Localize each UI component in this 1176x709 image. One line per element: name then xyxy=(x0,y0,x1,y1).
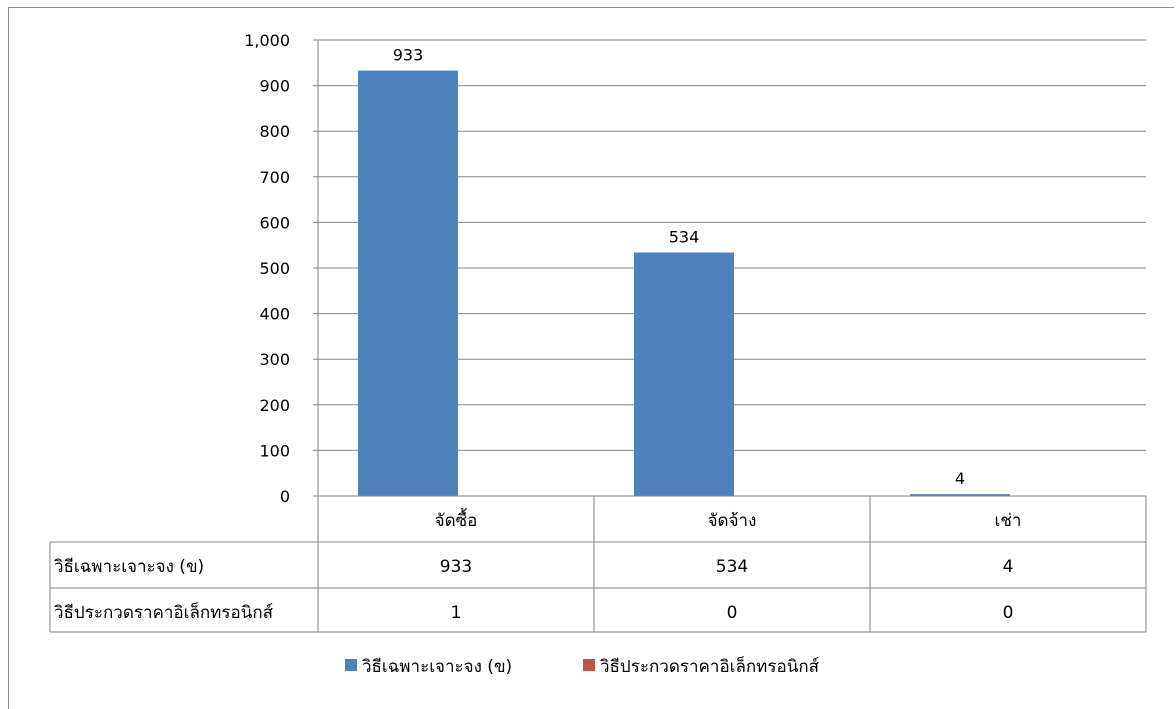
bar-specific-1 xyxy=(634,252,734,496)
legend-label: วิธีประกวดราคาอิเล็กทรอนิกส์ xyxy=(600,655,820,677)
x-category-label: จัดจ้าง xyxy=(708,511,757,531)
y-tick-label: 100 xyxy=(259,441,290,460)
y-tick-label: 800 xyxy=(259,122,290,141)
table-cell: 0 xyxy=(1003,603,1014,623)
y-tick-label: 300 xyxy=(259,350,290,369)
table-row-label: วิธีเฉพาะเจาะจง (ข) xyxy=(54,557,205,577)
y-tick-label: 600 xyxy=(259,213,290,232)
data-label: 4 xyxy=(955,469,965,488)
table-cell: 534 xyxy=(716,557,748,577)
data-label: 933 xyxy=(393,46,424,65)
table-cell: 933 xyxy=(440,557,472,577)
y-tick-label: 900 xyxy=(259,77,290,96)
x-category-label: จัดซื้อ xyxy=(435,508,478,531)
legend-swatch xyxy=(345,659,357,671)
table-cell: 0 xyxy=(727,603,738,623)
y-tick-label: 1,000 xyxy=(244,31,290,50)
table-cell: 1 xyxy=(451,603,462,623)
y-tick-label: 400 xyxy=(259,305,290,324)
y-tick-label: 500 xyxy=(259,259,290,278)
x-category-label: เช่า xyxy=(995,511,1022,531)
table-row-label: วิธีประกวดราคาอิเล็กทรอนิกส์ xyxy=(54,601,274,623)
y-tick-label: 700 xyxy=(259,168,290,187)
data-label: 534 xyxy=(669,227,700,246)
y-tick-label: 0 xyxy=(280,487,290,506)
y-tick-label: 200 xyxy=(259,396,290,415)
legend-swatch xyxy=(583,659,595,671)
table-cell: 4 xyxy=(1003,557,1014,577)
bar-specific-0 xyxy=(358,71,458,496)
legend-label: วิธีเฉพาะเจาะจง (ข) xyxy=(362,657,513,677)
